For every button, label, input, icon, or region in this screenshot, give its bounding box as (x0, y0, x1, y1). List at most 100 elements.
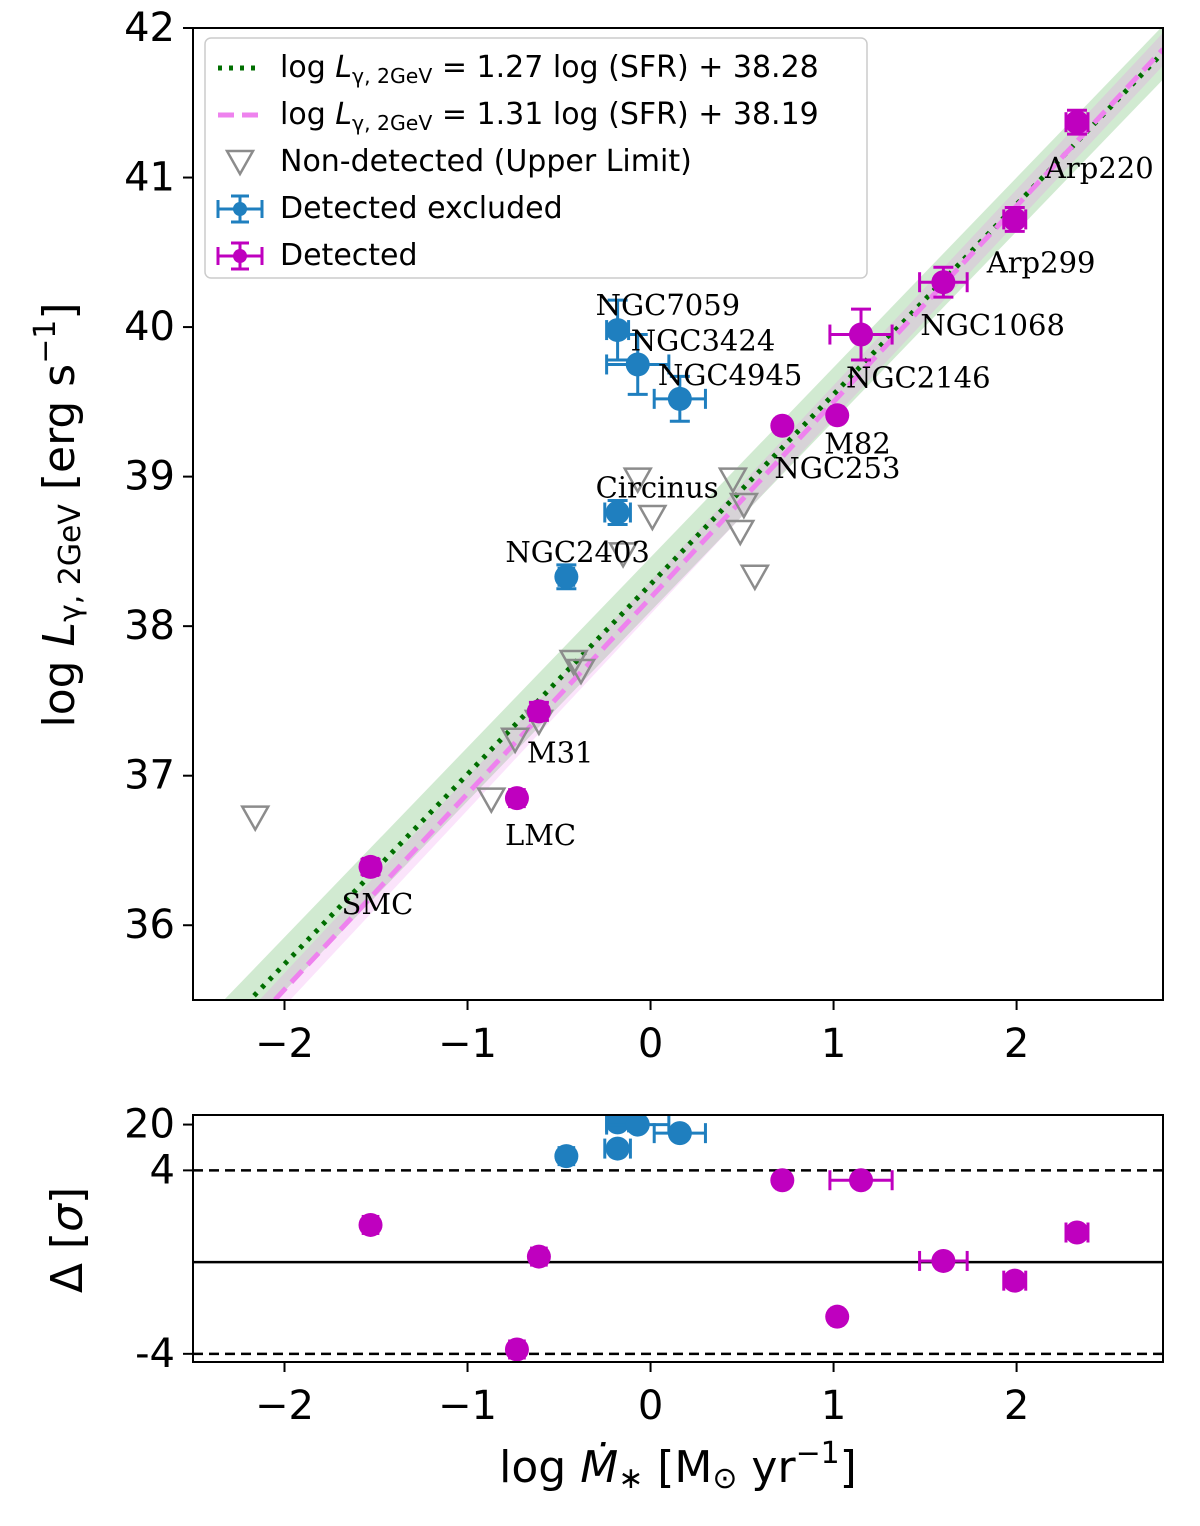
upper-limit-marker (476, 787, 507, 815)
legend-box (204, 37, 868, 279)
text-segment: [M (643, 1442, 712, 1493)
text-segment: yr (737, 1442, 796, 1493)
data-point (526, 699, 551, 724)
fit-band (223, 28, 1163, 1000)
text-segment: = 1.31 log (SFR) + 38.19 (432, 97, 818, 132)
text-segment: log (34, 646, 85, 727)
data-point (625, 1115, 650, 1137)
x-tick-label: −2 (255, 1021, 314, 1067)
data-point (849, 322, 874, 347)
y-axis-label: Δ [σ] (42, 1187, 93, 1293)
data-point (504, 786, 529, 811)
upper-limit-marker (637, 504, 668, 532)
point-label: M82 (824, 426, 891, 460)
legend-label: Detected (280, 238, 418, 273)
y-tick-label: 36 (124, 902, 175, 948)
text-segment: Detected excluded (280, 191, 563, 226)
y-tick-label: 4 (150, 1147, 175, 1193)
data-point (931, 270, 956, 295)
y-tick-label: 39 (124, 454, 175, 500)
data-point (1064, 1220, 1089, 1245)
data-point (625, 352, 650, 377)
data-point (605, 500, 630, 525)
data-point (605, 318, 630, 343)
data-point (825, 403, 850, 428)
data-point (931, 1248, 956, 1273)
legend-swatch (224, 149, 256, 177)
text-segment: ] (42, 1187, 93, 1204)
point-label: NGC4945 (658, 358, 803, 392)
y-tick-label: -4 (135, 1331, 175, 1377)
upper-limit-marker (607, 542, 639, 569)
data-point (825, 1304, 850, 1329)
point-label: NGC7059 (596, 288, 741, 322)
x-tick-label: 0 (638, 1021, 663, 1067)
upper-limit-marker (739, 564, 771, 592)
data-point (358, 1212, 383, 1237)
legend-swatch (233, 249, 247, 263)
text-segment: ∗ (618, 1461, 643, 1496)
text-segment: γ, 2GeV (352, 64, 432, 88)
x-axis-label: log Ṁ∗ [M⊙ yr−1] (499, 1436, 857, 1496)
upper-limit-marker (728, 492, 760, 520)
point-label: LMC (505, 818, 576, 852)
legend-label: log Lγ, 2GeV = 1.27 log (SFR) + 38.28 (280, 50, 819, 89)
data-point (358, 854, 383, 879)
x-tick-label: 1 (821, 1021, 846, 1067)
data-point (605, 1136, 630, 1161)
point-label: NGC1068 (920, 308, 1065, 342)
y-axis-label: log Lγ, 2GeV [erg s−1] (28, 302, 88, 727)
data-point (554, 1144, 579, 1169)
y-tick-label: 38 (124, 603, 175, 649)
upper-limit-marker (499, 727, 531, 755)
text-segment: Detected (280, 238, 418, 273)
x-tick-label: 1 (821, 1383, 846, 1429)
y-tick-label: 37 (124, 753, 175, 799)
data-point (667, 386, 692, 411)
text-segment: L (34, 622, 85, 647)
point-label: SMC (342, 887, 414, 921)
data-point (1002, 1268, 1027, 1293)
upper-limit-marker (558, 649, 589, 677)
data-point (1002, 207, 1027, 232)
text-segment: −1 (28, 320, 63, 364)
text-segment: [erg s (34, 364, 85, 504)
upper-limit-marker (240, 805, 271, 833)
text-segment: ] (840, 1442, 857, 1493)
x-tick-label: −2 (255, 1383, 314, 1429)
point-label: Arp299 (986, 245, 1096, 279)
legend-label: Non-detected (Upper Limit) (280, 144, 692, 179)
data-point (770, 1168, 795, 1193)
text-segment: ⊙ (712, 1461, 737, 1496)
text-segment: −1 (796, 1436, 840, 1471)
text-segment: L (335, 50, 352, 85)
axes-frame (192, 27, 1164, 1001)
y-tick-label: 41 (124, 155, 175, 201)
upper-limit-marker (622, 467, 653, 495)
legend-swatch (233, 202, 247, 216)
point-label: Circinus (596, 471, 719, 505)
text-segment: = 1.27 log (SFR) + 38.28 (432, 50, 818, 85)
data-point (1064, 110, 1089, 135)
text-segment: Δ [ (42, 1232, 93, 1293)
text-segment: Non-detected (Upper Limit) (280, 144, 692, 179)
data-point (849, 1168, 874, 1193)
x-tick-label: 2 (1004, 1021, 1029, 1067)
data-point (667, 1121, 692, 1146)
upper-limit-marker (725, 519, 756, 547)
upper-limit-marker (565, 658, 597, 686)
upper-limit-marker (717, 467, 749, 495)
point-label: NGC2403 (505, 535, 650, 569)
legend-label: log Lγ, 2GeV = 1.31 log (SFR) + 38.19 (280, 97, 819, 136)
x-tick-label: 2 (1004, 1383, 1029, 1429)
text-segment: γ, 2GeV (53, 504, 88, 622)
y-tick-label: 40 (124, 304, 175, 350)
text-segment: log (280, 50, 335, 85)
text-segment: Ṁ (580, 1441, 618, 1493)
data-point (504, 1337, 529, 1362)
text-segment: log (499, 1442, 580, 1493)
point-label: NGC253 (774, 451, 900, 485)
x-tick-label: −1 (438, 1383, 497, 1429)
fit-line (246, 50, 1163, 1000)
